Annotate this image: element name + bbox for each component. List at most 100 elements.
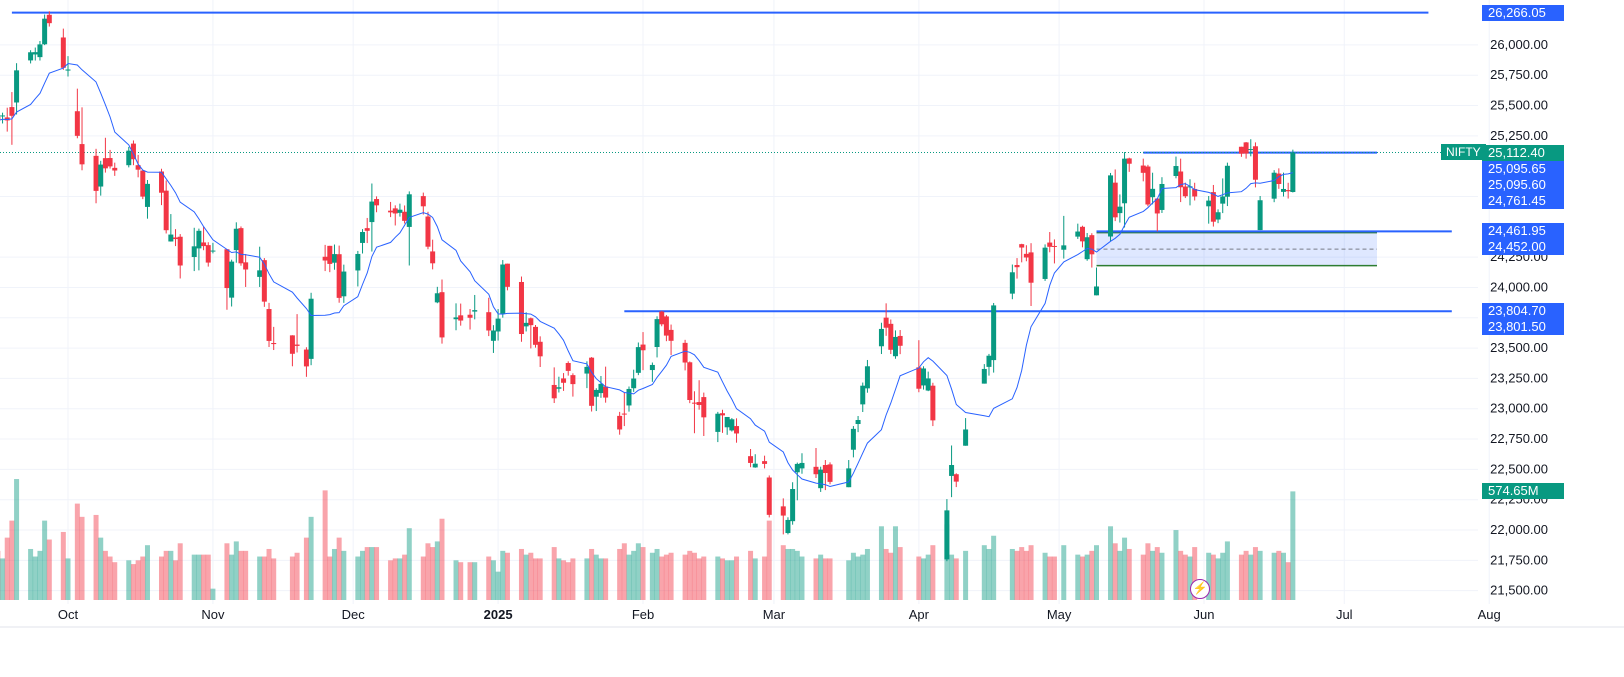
y-tick-label: 24,000.00 (1490, 279, 1548, 294)
volume-bar (878, 526, 884, 600)
volume-bar (892, 526, 898, 600)
volume-bar (617, 548, 623, 600)
volume-bar (1238, 554, 1244, 600)
candle-body (963, 429, 969, 446)
candle-body (991, 305, 997, 361)
volume-bar (921, 558, 927, 600)
candle-body (921, 368, 927, 386)
candle-body (944, 510, 950, 560)
y-tick-label: 21,750.00 (1490, 552, 1548, 567)
lightning-icon[interactable]: ⚡ (1190, 579, 1210, 599)
candle-body (1178, 171, 1184, 188)
candle-body (827, 464, 833, 482)
candle-body (1243, 142, 1249, 154)
candle-body (327, 245, 333, 264)
volume-bar (467, 562, 473, 600)
volume-bar (504, 552, 510, 600)
candle-body (0, 115, 6, 117)
volume-bar (500, 550, 506, 600)
volume-bar (981, 545, 987, 600)
candle-body (1224, 165, 1230, 197)
candle-body (734, 426, 740, 434)
volume-bar (472, 562, 478, 600)
volume-bar (916, 556, 922, 600)
volume-bar (257, 556, 263, 600)
volume-bar (850, 552, 856, 600)
volume-bar (682, 554, 688, 600)
volume-bar (1009, 548, 1015, 600)
candle-body (224, 249, 230, 289)
volume-bar (701, 556, 707, 600)
candle-body (1122, 158, 1128, 204)
candle-body (897, 335, 903, 346)
volume-bar (392, 558, 398, 600)
candle-body (603, 386, 609, 398)
volume-bar (1285, 562, 1291, 600)
candle-body (556, 387, 562, 389)
candle-body (65, 69, 71, 71)
candle-body (1112, 182, 1118, 218)
candle-body (864, 366, 870, 389)
volume-bar (369, 547, 375, 600)
candle-body (1154, 198, 1160, 214)
candle-body (126, 150, 132, 166)
x-axis: Oct Nov Dec 2025 Feb Mar Apr May Jun Jul Aug (58, 607, 1501, 622)
volume-bar (799, 556, 805, 600)
volume-bar (1089, 550, 1095, 600)
candle-body (144, 183, 150, 207)
y-tick-label: 23,250.00 (1490, 370, 1548, 385)
candle-body (243, 262, 249, 270)
moving-average (0, 62, 1293, 488)
volume-bar (1257, 550, 1263, 600)
candle-body (925, 378, 931, 391)
candle-body (37, 44, 43, 58)
volume-bar (159, 556, 164, 600)
x-tick-label: Feb (632, 607, 654, 622)
candle-body (1173, 166, 1179, 176)
candle-body (561, 378, 567, 383)
volume-bar (1224, 541, 1230, 600)
volume-bar (729, 560, 735, 600)
candle-body (1276, 173, 1282, 184)
volume-bar (1187, 556, 1193, 600)
volume-bar (420, 556, 426, 600)
volume-bar (490, 560, 496, 600)
candle-body (425, 216, 431, 247)
candle-body (112, 167, 118, 171)
candle-body (715, 413, 721, 432)
candle-body (668, 329, 674, 341)
candle-body (102, 158, 108, 169)
volume-bar (135, 560, 141, 600)
volume-bar (790, 548, 796, 600)
volume-bar (402, 554, 408, 600)
candle-body (238, 228, 244, 264)
volume-bar (949, 554, 955, 600)
volume-bar (1112, 543, 1118, 600)
candle-body (799, 462, 805, 469)
volume-bar (229, 554, 235, 600)
candle-body (930, 385, 936, 421)
candle-body (1206, 200, 1212, 207)
candle-body (1009, 272, 1015, 294)
candle-body (528, 318, 534, 326)
volume-bar (691, 552, 697, 600)
price-label: 23,801.50 (1482, 319, 1564, 335)
volume-bar (60, 531, 66, 600)
candle-body (1061, 245, 1067, 250)
candle-body (322, 256, 328, 261)
volume-bar (944, 524, 950, 600)
volume-bar (598, 558, 604, 600)
y-tick-label: 26,000.00 (1490, 37, 1548, 52)
candle-body (257, 270, 263, 277)
candle-body (720, 413, 725, 416)
candle-body (1290, 152, 1296, 192)
candle-body (79, 144, 85, 165)
candle-body (570, 375, 576, 385)
volume-bar (93, 514, 99, 600)
volume-bar (430, 547, 436, 600)
volume-bar (1023, 550, 1029, 600)
volume-bar (233, 541, 239, 600)
candle-body (518, 281, 524, 335)
volume-bar (991, 535, 997, 600)
